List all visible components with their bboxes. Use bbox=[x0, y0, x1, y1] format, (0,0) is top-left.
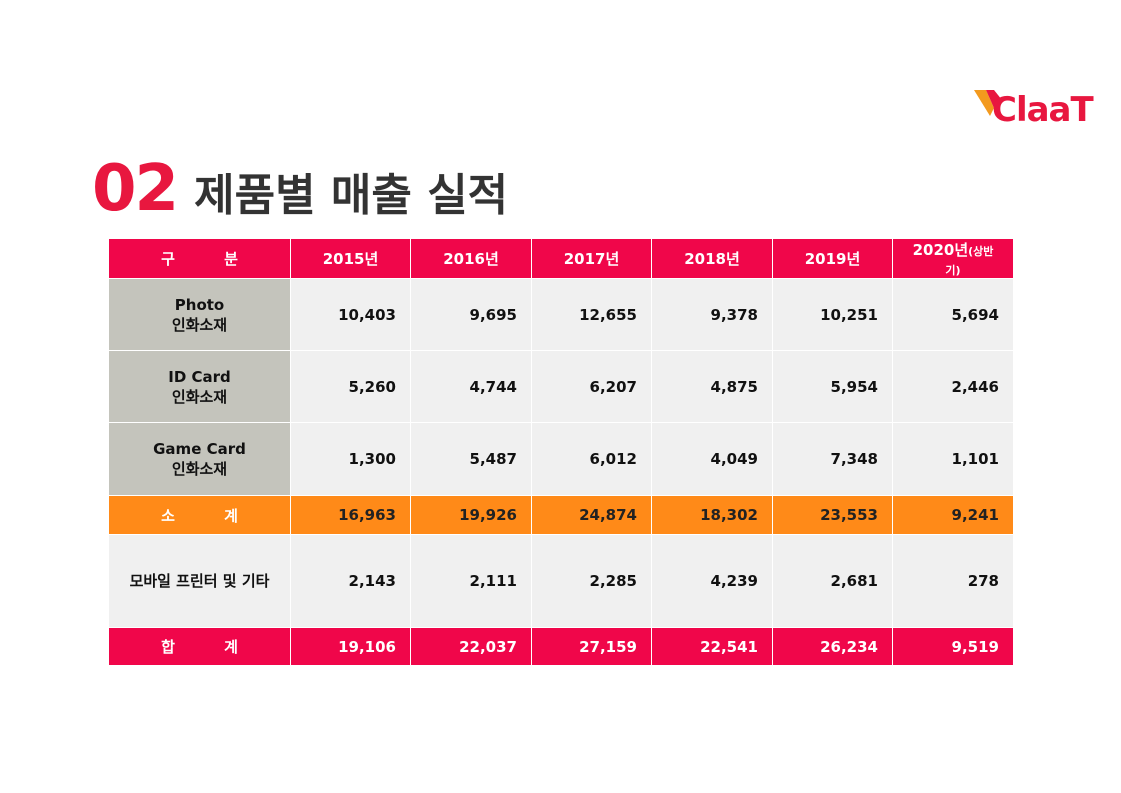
section-number: 02 bbox=[92, 152, 179, 226]
table-row: Game Card 인화소재 1,300 5,487 6,012 4,049 7,… bbox=[108, 422, 1014, 496]
cell-value: 6,012 bbox=[531, 422, 652, 496]
cell-value: 278 bbox=[892, 534, 1014, 628]
total-row: 합 계 19,106 22,037 27,159 22,541 26,234 9… bbox=[108, 627, 1014, 666]
total-value: 9,519 bbox=[892, 627, 1014, 666]
cell-value: 2,143 bbox=[290, 534, 411, 628]
header-year-note: (상반기) bbox=[945, 245, 994, 277]
cell-value: 4,049 bbox=[651, 422, 773, 496]
row-label-line1: Game Card bbox=[153, 440, 246, 458]
table-row: ID Card 인화소재 5,260 4,744 6,207 4,875 5,95… bbox=[108, 350, 1014, 423]
row-label: Photo 인화소재 bbox=[108, 278, 291, 351]
subtotal-value: 18,302 bbox=[651, 495, 773, 535]
cell-value: 6,207 bbox=[531, 350, 652, 423]
cell-value: 10,251 bbox=[772, 278, 893, 351]
total-value: 22,037 bbox=[410, 627, 532, 666]
page-title: 02 제품별 매출 실적 bbox=[92, 152, 508, 232]
subtotal-value: 9,241 bbox=[892, 495, 1014, 535]
cell-value: 2,285 bbox=[531, 534, 652, 628]
row-label: ID Card 인화소재 bbox=[108, 350, 291, 423]
row-label-line2: 인화소재 bbox=[171, 387, 228, 406]
row-label-line2: 인화소재 bbox=[171, 315, 228, 334]
header-year-2020-label: 2020년 bbox=[912, 241, 969, 259]
header-year: 2015년 bbox=[290, 238, 411, 279]
section-title: 제품별 매출 실적 bbox=[194, 170, 509, 221]
table-header-row: 구 분 2015년 2016년 2017년 2018년 2019년 2020년(… bbox=[108, 238, 1014, 279]
header-year: 2016년 bbox=[410, 238, 532, 279]
subtotal-value: 16,963 bbox=[290, 495, 411, 535]
cell-value: 9,695 bbox=[410, 278, 532, 351]
total-value: 27,159 bbox=[531, 627, 652, 666]
header-year: 2019년 bbox=[772, 238, 893, 279]
total-value: 19,106 bbox=[290, 627, 411, 666]
total-value: 26,234 bbox=[772, 627, 893, 666]
cell-value: 5,694 bbox=[892, 278, 1014, 351]
row-label: Game Card 인화소재 bbox=[108, 422, 291, 496]
cell-value: 2,111 bbox=[410, 534, 532, 628]
subtotal-value: 19,926 bbox=[410, 495, 532, 535]
cell-value: 2,681 bbox=[772, 534, 893, 628]
subtotal-value: 23,553 bbox=[772, 495, 893, 535]
table-row: Photo 인화소재 10,403 9,695 12,655 9,378 10,2… bbox=[108, 278, 1014, 351]
cell-value: 4,875 bbox=[651, 350, 773, 423]
row-label-line2: 인화소재 bbox=[171, 460, 228, 478]
row-label-line1: Photo bbox=[174, 295, 225, 314]
cell-value: 1,101 bbox=[892, 422, 1014, 496]
total-value: 22,541 bbox=[651, 627, 773, 666]
subtotal-label: 소 계 bbox=[108, 495, 291, 535]
cell-value: 5,487 bbox=[410, 422, 532, 496]
logo-text: ClaaT bbox=[992, 90, 1094, 130]
header-year-2020: 2020년(상반기) bbox=[892, 238, 1014, 279]
cell-value: 5,260 bbox=[290, 350, 411, 423]
subtotal-row: 소 계 16,963 19,926 24,874 18,302 23,553 9… bbox=[108, 495, 1014, 535]
cell-value: 10,403 bbox=[290, 278, 411, 351]
logo-mark-icon bbox=[974, 90, 1002, 116]
cell-value: 9,378 bbox=[651, 278, 773, 351]
total-label: 합 계 bbox=[108, 627, 291, 666]
cell-value: 1,300 bbox=[290, 422, 411, 496]
sales-table: 구 분 2015년 2016년 2017년 2018년 2019년 2020년(… bbox=[108, 238, 1014, 666]
subtotal-value: 24,874 bbox=[531, 495, 652, 535]
cell-value: 7,348 bbox=[772, 422, 893, 496]
cell-value: 5,954 bbox=[772, 350, 893, 423]
mobile-label: 모바일 프린터 및 기타 bbox=[108, 534, 291, 628]
mobile-row: 모바일 프린터 및 기타 2,143 2,111 2,285 4,239 2,6… bbox=[108, 534, 1014, 628]
header-category: 구 분 bbox=[108, 238, 291, 279]
row-label-line1: ID Card bbox=[168, 367, 231, 386]
cell-value: 2,446 bbox=[892, 350, 1014, 423]
company-logo: ClaaT bbox=[972, 86, 1112, 130]
cell-value: 12,655 bbox=[531, 278, 652, 351]
header-year: 2017년 bbox=[531, 238, 652, 279]
header-year: 2018년 bbox=[651, 238, 773, 279]
cell-value: 4,744 bbox=[410, 350, 532, 423]
cell-value: 4,239 bbox=[651, 534, 773, 628]
